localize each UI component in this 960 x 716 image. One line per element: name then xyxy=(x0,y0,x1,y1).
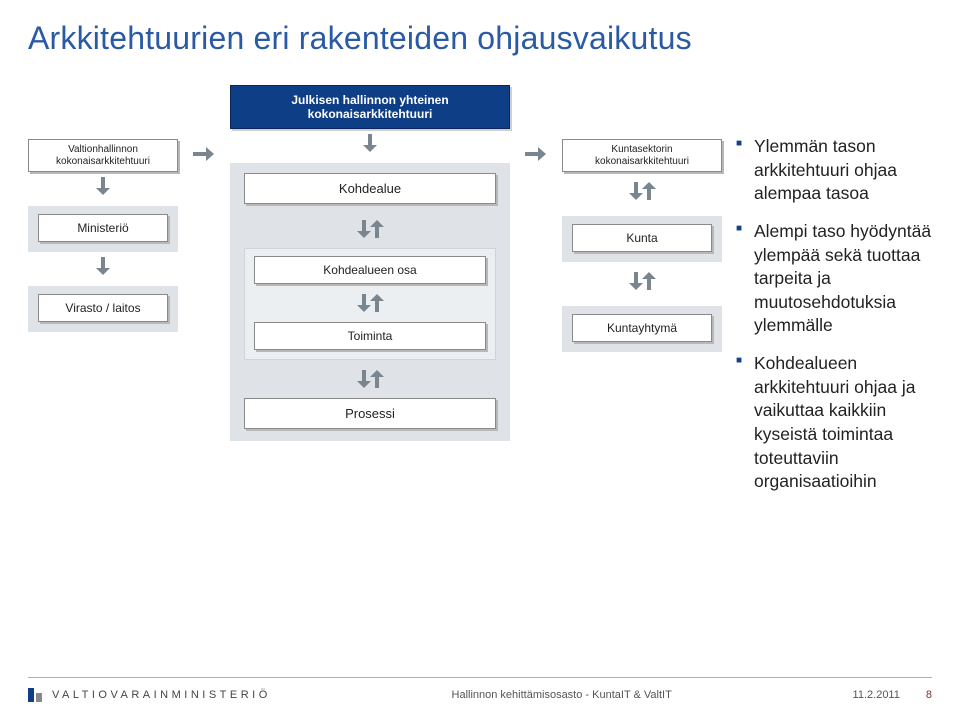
arrow-right-icon xyxy=(193,149,215,159)
bullet-item: Kohdealueen arkkitehtuuri ohjaa ja vaiku… xyxy=(736,352,932,494)
bi-arrow xyxy=(359,289,382,317)
box-prosessi: Prosessi xyxy=(244,398,496,429)
box-ministerio: Ministeriö xyxy=(38,214,168,242)
slide-content: Valtionhallinnon kokonaisarkkitehtuuri M… xyxy=(0,65,960,508)
diagram: Valtionhallinnon kokonaisarkkitehtuuri M… xyxy=(28,85,722,508)
bi-arrow xyxy=(631,267,654,295)
arrow-down-icon xyxy=(365,134,375,152)
group-left-mid: Ministeriö xyxy=(28,206,178,252)
arrow-down-icon xyxy=(359,370,369,388)
arrow-up-icon xyxy=(644,272,654,290)
diagram-col-right: Kuntasektorin kokonaisarkkitehtuuri Kunt… xyxy=(562,85,722,508)
arrow-up-icon xyxy=(644,182,654,200)
footer-logo-text: VALTIOVARAINMINISTERIÖ xyxy=(52,689,271,701)
arrow-up-icon xyxy=(372,370,382,388)
arrow-down-icon xyxy=(631,182,641,200)
logo-mark-icon xyxy=(28,688,42,702)
footer-page-number: 8 xyxy=(926,689,932,701)
arrow-up-icon xyxy=(372,220,382,238)
slide-title: Arkkitehtuurien eri rakenteiden ohjausva… xyxy=(0,0,960,65)
box-virasto: Virasto / laitos xyxy=(38,294,168,322)
arrow-up-icon xyxy=(372,294,382,312)
diagram-header: Julkisen hallinnon yhteinen kokonaisarkk… xyxy=(230,85,510,129)
arrow-down-icon xyxy=(98,177,108,195)
bi-arrow xyxy=(359,365,382,393)
footer-center-text: Hallinnon kehittämisosasto - KuntaIT & V… xyxy=(452,689,672,701)
arrow-right-icon xyxy=(525,149,547,159)
arrow-down-icon xyxy=(98,257,108,275)
link-arrows-right xyxy=(522,85,550,508)
group-right-bottom: Kuntayhtymä xyxy=(562,306,722,352)
link-arrows-left xyxy=(190,85,218,508)
box-right-top: Kuntasektorin kokonaisarkkitehtuuri xyxy=(562,139,722,172)
box-kuntayhtyma: Kuntayhtymä xyxy=(572,314,712,342)
box-kunta: Kunta xyxy=(572,224,712,252)
box-toiminta: Toiminta xyxy=(254,322,486,350)
arrow-down-icon xyxy=(359,294,369,312)
arrow-down-icon xyxy=(359,220,369,238)
arrow-down-icon xyxy=(631,272,641,290)
diagram-col-left: Valtionhallinnon kokonaisarkkitehtuuri M… xyxy=(28,85,178,508)
bi-arrow xyxy=(359,215,382,243)
group-right-mid: Kunta xyxy=(562,216,722,262)
bullet-item: Alempi taso hyödyntää ylempää sekä tuott… xyxy=(736,220,932,338)
bullet-list: Ylemmän tason arkkitehtuuri ohjaa alempa… xyxy=(736,85,932,508)
group-left-bottom: Virasto / laitos xyxy=(28,286,178,332)
bi-arrow xyxy=(631,177,654,205)
footer-date: 11.2.2011 xyxy=(853,689,900,701)
footer-divider xyxy=(28,677,932,678)
slide-footer: VALTIOVARAINMINISTERIÖ Hallinnon kehittä… xyxy=(0,677,960,716)
box-left-top: Valtionhallinnon kokonaisarkkitehtuuri xyxy=(28,139,178,172)
footer-logo: VALTIOVARAINMINISTERIÖ xyxy=(28,688,271,702)
bullet-item: Ylemmän tason arkkitehtuuri ohjaa alempa… xyxy=(736,135,932,206)
box-kohdealue: Kohdealue xyxy=(244,173,496,204)
box-kohdealueen-osa: Kohdealueen osa xyxy=(254,256,486,284)
group-center: Kohdealue Kohdealueen osa T xyxy=(230,163,510,441)
diagram-col-center: Julkisen hallinnon yhteinen kokonaisarkk… xyxy=(230,85,510,508)
